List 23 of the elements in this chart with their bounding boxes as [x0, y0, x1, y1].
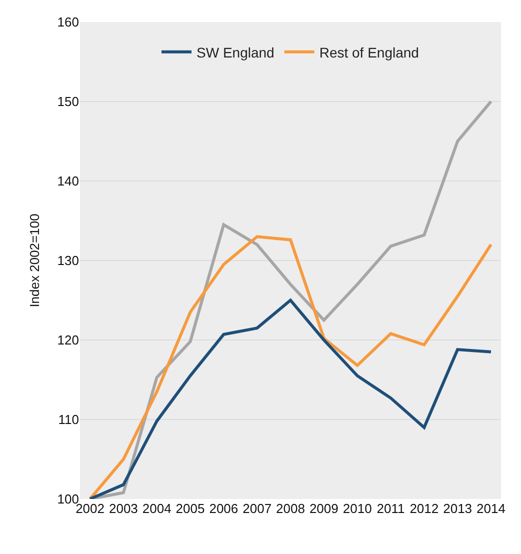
x-tick-label: 2009	[309, 501, 338, 516]
y-tick-label: 120	[57, 332, 79, 348]
x-tick-label: 2007	[242, 501, 272, 516]
y-tick-label: 150	[57, 94, 79, 110]
y-tick-label: 130	[57, 253, 79, 268]
line-series	[88, 235, 492, 499]
y-tick-label: 110	[58, 412, 79, 428]
y-tick-label: 160	[57, 14, 79, 30]
x-tick-label: 2008	[276, 501, 305, 516]
x-tick-label: 2006	[209, 501, 238, 516]
x-tick-label: 2011	[376, 501, 405, 516]
line-series	[88, 298, 492, 499]
x-tick-label: 2004	[142, 501, 172, 516]
legend-label: Rest of England	[319, 44, 419, 60]
x-tick-label: 2003	[108, 501, 138, 516]
x-tick-label: 2012	[410, 501, 439, 516]
x-tick-label: 2014	[476, 501, 506, 516]
y-tick-label: 140	[57, 174, 79, 189]
x-tick-label: 2005	[176, 501, 205, 516]
legend-label: SW England	[196, 44, 274, 60]
x-tick-label: 2013	[443, 501, 472, 516]
x-tick-label: 2010	[342, 501, 372, 516]
y-axis-title: Index 2002=100	[27, 214, 42, 308]
